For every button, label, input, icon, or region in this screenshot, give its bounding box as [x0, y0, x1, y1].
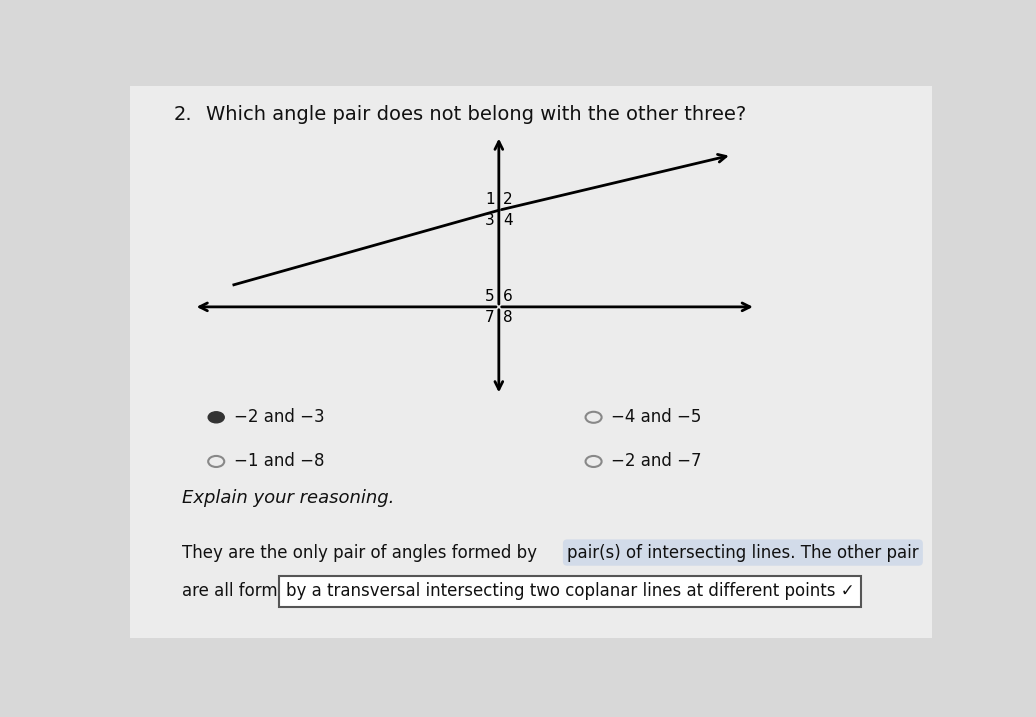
Text: 8: 8	[502, 310, 513, 325]
Text: pair(s) of intersecting lines. The other pair: pair(s) of intersecting lines. The other…	[567, 543, 919, 561]
Circle shape	[208, 456, 224, 467]
Text: 5: 5	[485, 289, 495, 304]
Text: Which angle pair does not belong with the other three?: Which angle pair does not belong with th…	[206, 105, 746, 124]
FancyBboxPatch shape	[130, 86, 932, 638]
Text: Explain your reasoning.: Explain your reasoning.	[181, 489, 394, 507]
Text: −2 and −7: −2 and −7	[611, 452, 701, 470]
Text: are all formed: are all formed	[181, 582, 298, 600]
Circle shape	[585, 412, 602, 423]
Circle shape	[585, 456, 602, 467]
Text: 2: 2	[502, 192, 513, 207]
Text: −2 and −3: −2 and −3	[234, 408, 324, 427]
Text: They are the only pair of angles formed by: They are the only pair of angles formed …	[181, 543, 537, 561]
Text: −1 and −8: −1 and −8	[234, 452, 324, 470]
Text: 2.: 2.	[174, 105, 193, 124]
Text: −4 and −5: −4 and −5	[611, 408, 701, 427]
Text: by a transversal intersecting two coplanar lines at different points ✓: by a transversal intersecting two coplan…	[286, 582, 855, 600]
Circle shape	[208, 412, 224, 423]
Text: 7: 7	[485, 310, 495, 325]
Text: 6: 6	[502, 289, 513, 304]
Text: 4: 4	[502, 213, 513, 228]
Text: 3: 3	[485, 213, 495, 228]
Text: 1: 1	[485, 192, 495, 207]
